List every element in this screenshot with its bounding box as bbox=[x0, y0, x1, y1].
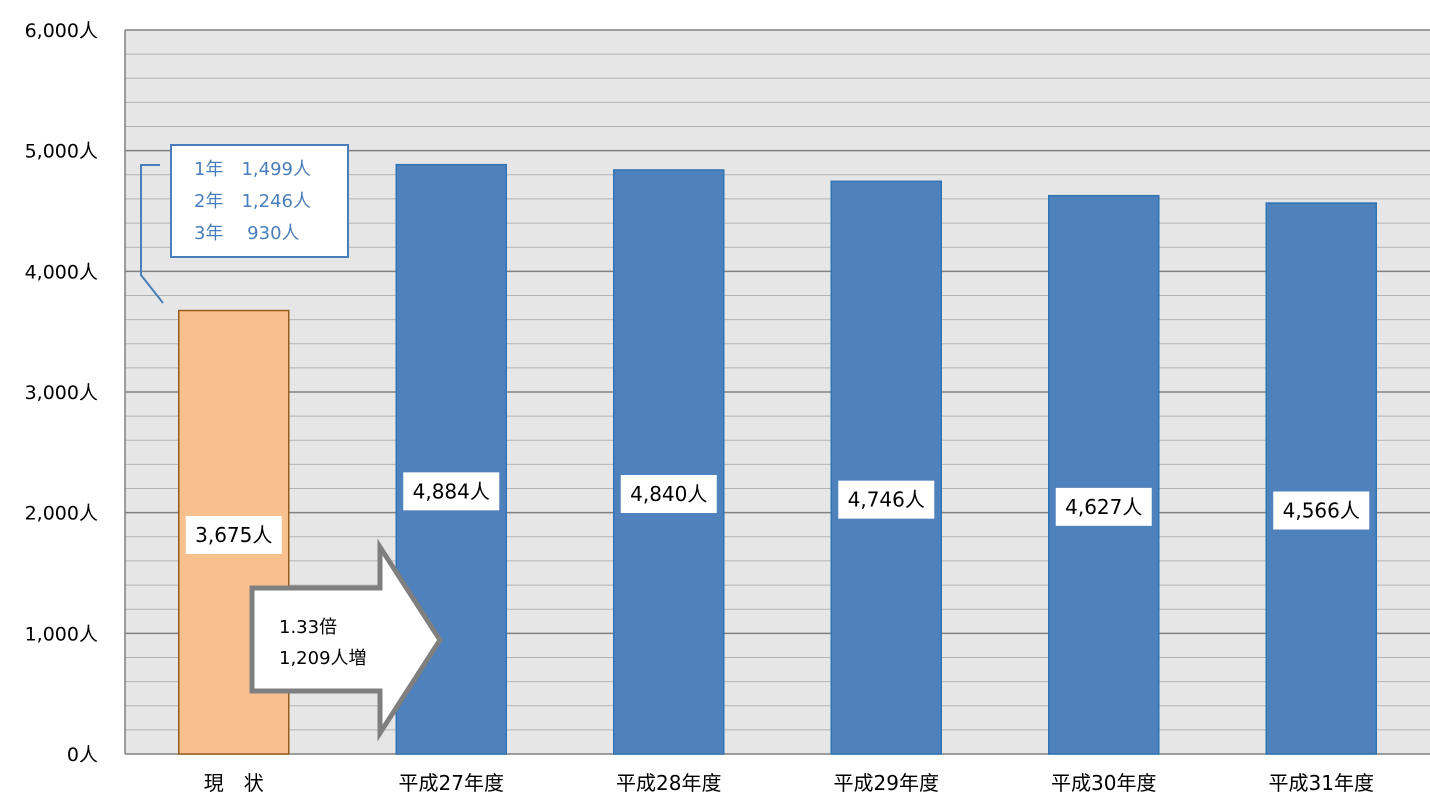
value-label-box bbox=[1273, 491, 1370, 530]
increase-arrow-ratio: 1.33倍 bbox=[279, 617, 337, 638]
value-label: 4,746人 bbox=[848, 488, 925, 512]
value-label-box bbox=[185, 516, 282, 554]
increase-arrow-shape bbox=[249, 538, 443, 742]
callout-leader-line bbox=[140, 164, 164, 304]
value-label-box bbox=[620, 474, 717, 513]
y-tick-label: 4,000人 bbox=[25, 261, 98, 283]
bar bbox=[613, 169, 725, 755]
value-label: 3,675人 bbox=[195, 523, 272, 547]
value-labels: 3,675人 4,884人 4,840人 4,746人 4,627人 4,566人 bbox=[185, 472, 1370, 554]
x-category-label: 平成27年度 bbox=[399, 771, 504, 795]
bar bbox=[1265, 202, 1377, 755]
value-label-box bbox=[403, 472, 500, 511]
x-category-label: 平成29年度 bbox=[834, 771, 939, 795]
y-tick-label: 6,000人 bbox=[25, 20, 98, 42]
x-axis-categories: 現 状 平成27年度 平成28年度 平成29年度 平成30年度 平成31年度 bbox=[204, 771, 1374, 795]
bar bbox=[1048, 194, 1160, 755]
grade-breakdown-callout: 1年 1,499人 2年 1,246人 3年 930人 bbox=[140, 144, 349, 304]
value-label: 4,840人 bbox=[630, 482, 707, 506]
value-label-box bbox=[838, 480, 935, 519]
callout-line-1: 1年 1,499人 bbox=[194, 159, 311, 180]
value-label: 4,627人 bbox=[1065, 495, 1142, 519]
value-label-box bbox=[1055, 487, 1152, 526]
y-tick-label: 3,000人 bbox=[25, 382, 98, 404]
callout-line-2: 2年 1,246人 bbox=[194, 191, 311, 212]
callout-line-3: 3年 930人 bbox=[194, 223, 300, 244]
x-category-label: 現 状 bbox=[204, 771, 264, 795]
x-category-label: 平成31年度 bbox=[1269, 771, 1374, 795]
callout-box bbox=[170, 144, 349, 258]
y-tick-label: 5,000人 bbox=[25, 141, 98, 163]
y-axis-ticks: 0人 1,000人 2,000人 3,000人 4,000人 5,000人 6,000人 bbox=[25, 20, 98, 766]
value-label: 4,566人 bbox=[1283, 499, 1360, 523]
y-tick-label: 2,000人 bbox=[25, 503, 98, 525]
y-tick-label: 1,000人 bbox=[25, 623, 98, 645]
bar bbox=[830, 180, 942, 755]
x-category-label: 平成28年度 bbox=[616, 771, 721, 795]
y-tick-label: 0人 bbox=[67, 744, 98, 766]
increase-arrow: 1.33倍 1,209人増 bbox=[249, 538, 443, 742]
x-category-label: 平成30年度 bbox=[1051, 771, 1156, 795]
value-label: 4,884人 bbox=[413, 479, 490, 503]
increase-arrow-amount: 1,209人増 bbox=[279, 648, 367, 669]
